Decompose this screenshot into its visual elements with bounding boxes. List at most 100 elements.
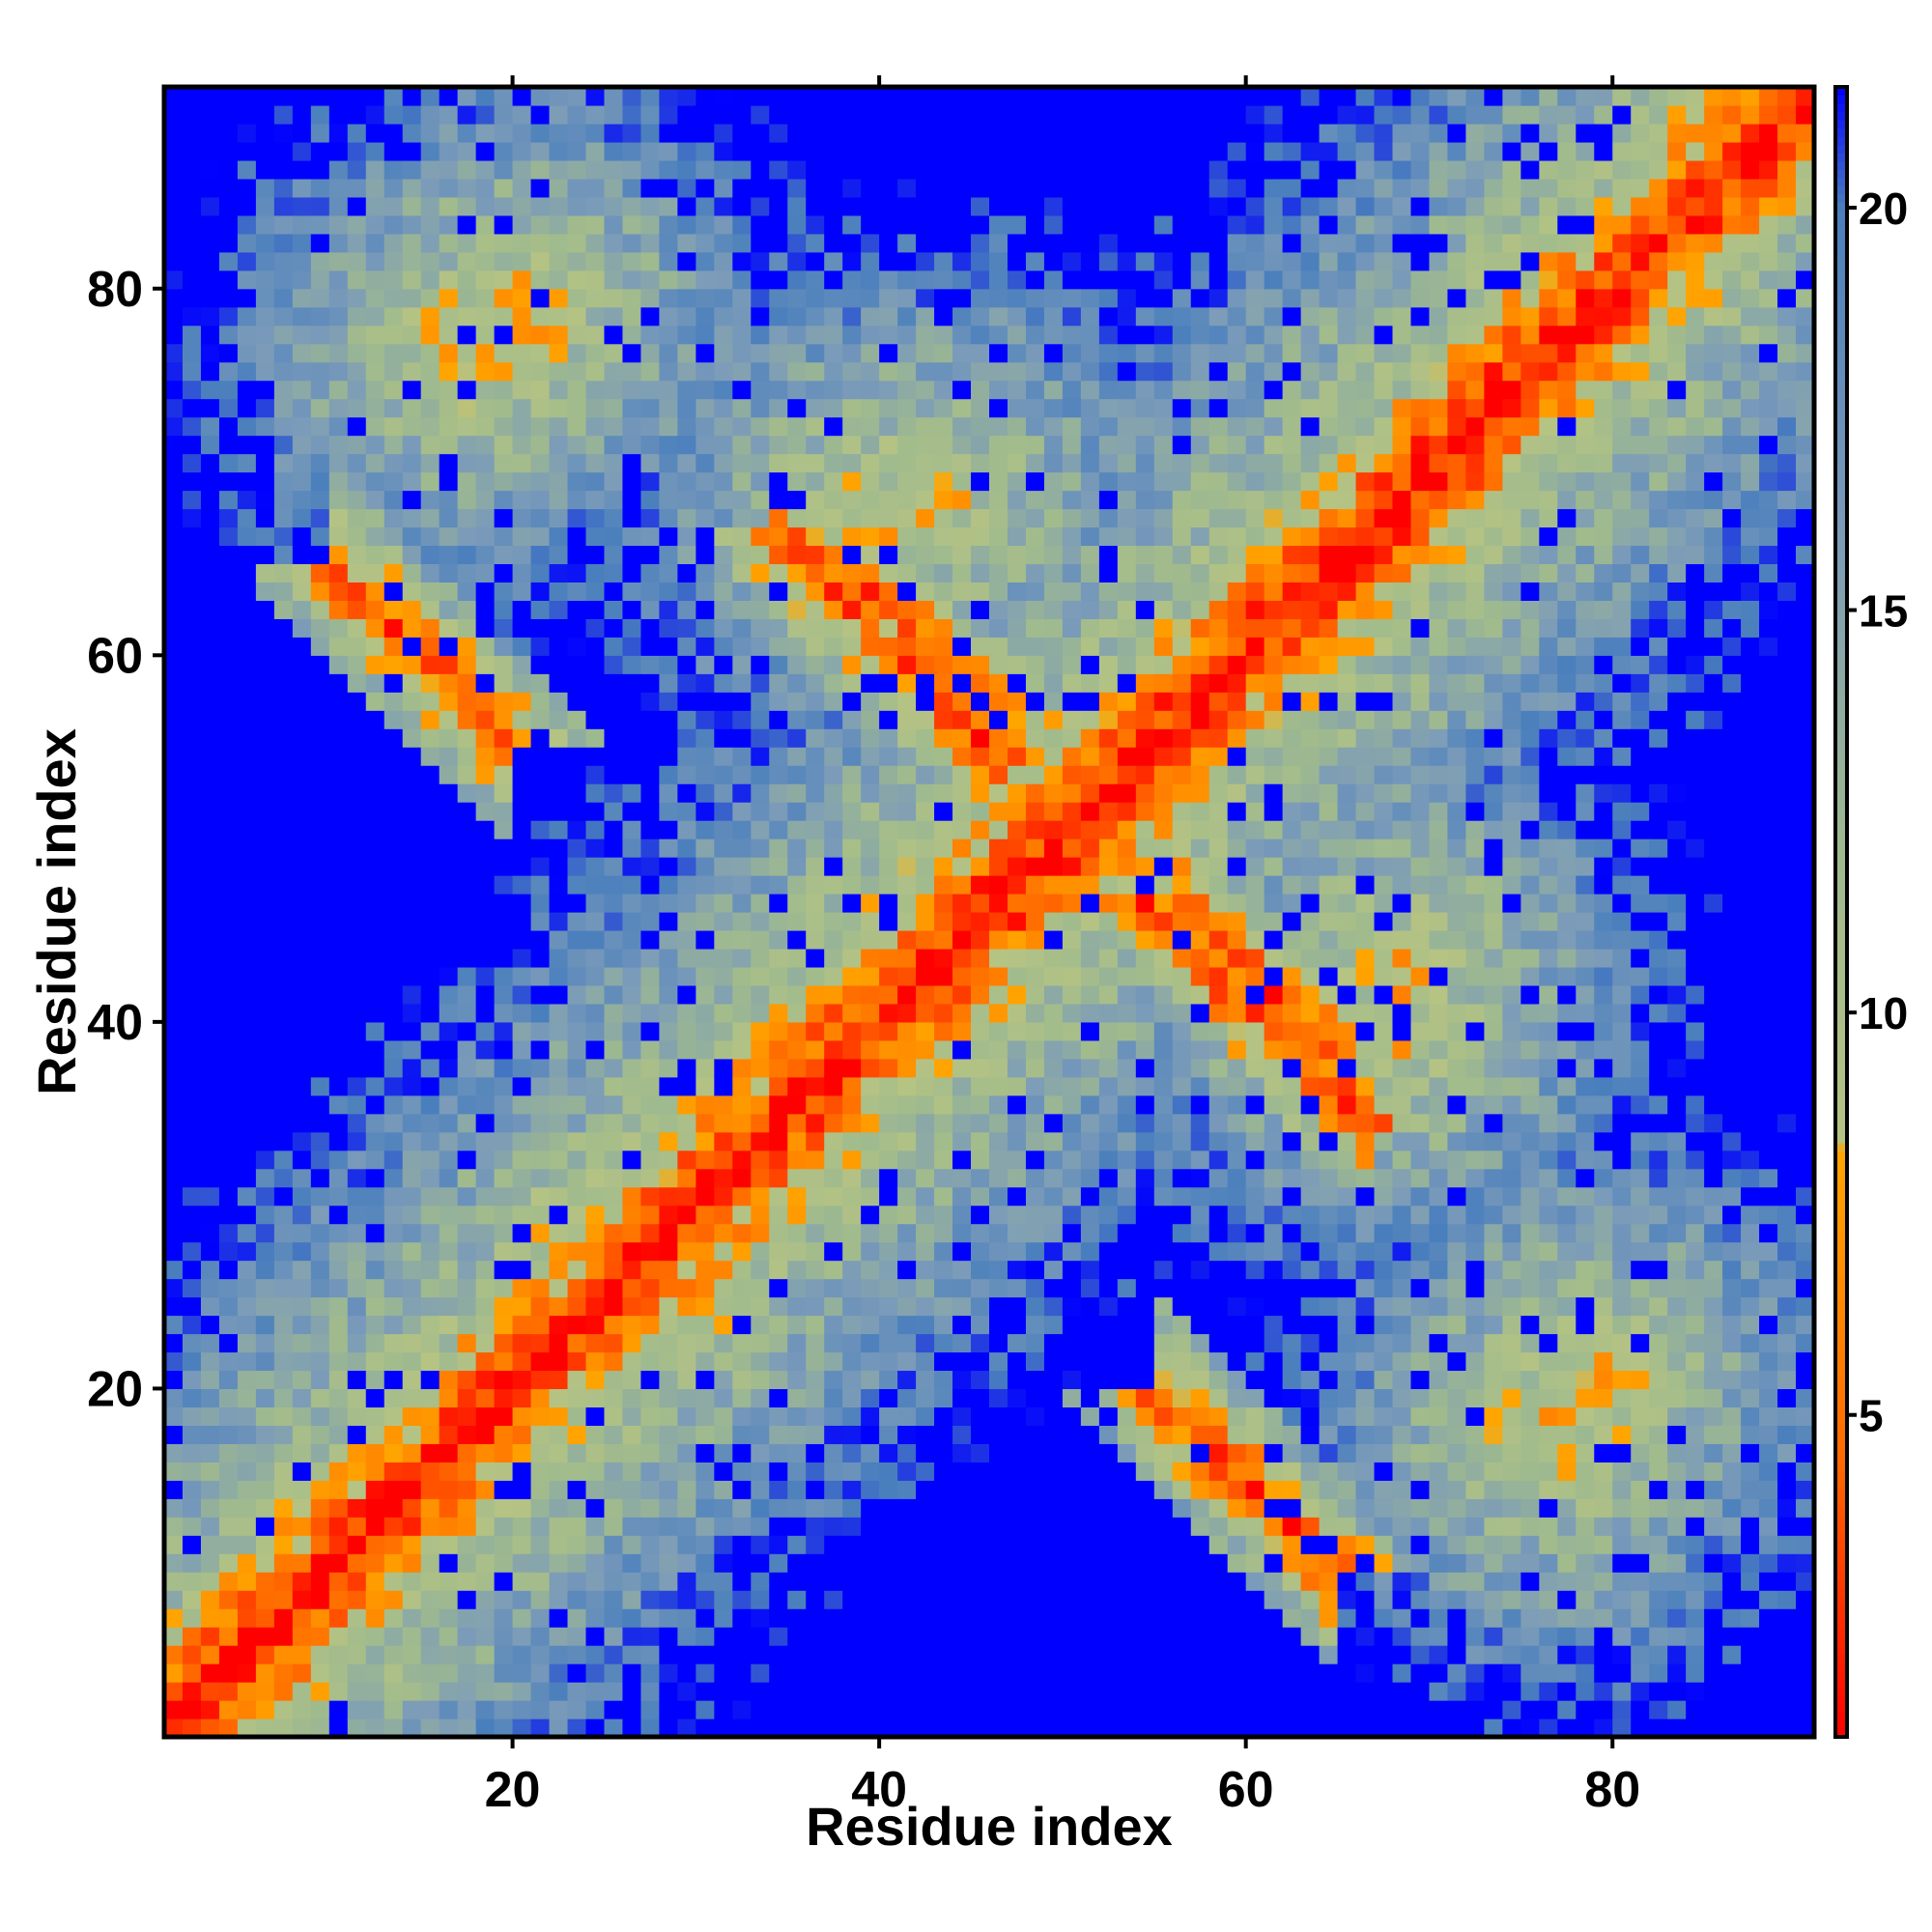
heatmap-cell: [1007, 196, 1027, 216]
heatmap-cell: [787, 1113, 807, 1133]
heatmap-cell: [384, 1296, 404, 1317]
heatmap-cell: [916, 600, 935, 619]
heatmap-cell: [255, 692, 275, 711]
heatmap-cell: [696, 948, 715, 968]
heatmap-cell: [934, 545, 953, 565]
heatmap-cell: [806, 948, 825, 968]
heatmap-cell: [567, 288, 587, 308]
heatmap-cell: [475, 1113, 496, 1133]
heatmap-cell: [971, 1296, 990, 1317]
heatmap-cell: [1098, 435, 1119, 455]
heatmap-cell: [879, 270, 898, 290]
heatmap-cell: [769, 1021, 788, 1041]
heatmap-cell: [1025, 1333, 1045, 1353]
heatmap-cell: [989, 1058, 1009, 1078]
heatmap-cell: [916, 1682, 935, 1701]
heatmap-cell: [402, 929, 422, 950]
heatmap-cell: [916, 1608, 935, 1628]
heatmap-cell: [365, 104, 385, 125]
heatmap-cell: [1172, 1700, 1192, 1719]
heatmap-cell: [1062, 178, 1082, 198]
heatmap-cell: [237, 929, 257, 950]
heatmap-cell: [1153, 912, 1174, 931]
heatmap-cell: [585, 214, 606, 235]
heatmap-cell: [696, 1351, 715, 1372]
heatmap-cell: [1117, 1351, 1137, 1372]
heatmap-cell: [530, 1260, 551, 1280]
heatmap-cell: [934, 1388, 953, 1407]
heatmap-cell: [1172, 1260, 1192, 1280]
heatmap-cell: [475, 1535, 496, 1554]
heatmap-cell: [732, 1682, 752, 1701]
heatmap-cell: [714, 857, 733, 876]
heatmap-cell: [659, 343, 678, 363]
heatmap-cell: [934, 692, 953, 711]
heatmap-cell: [1153, 1645, 1174, 1664]
heatmap-cell: [292, 1223, 312, 1243]
heatmap-cell: [347, 1443, 367, 1463]
heatmap-cell: [328, 526, 349, 547]
heatmap-cell: [879, 233, 898, 253]
heatmap-cell: [714, 1241, 733, 1262]
heatmap-cell: [200, 1168, 220, 1188]
heatmap-cell: [200, 618, 220, 638]
heatmap-cell: [292, 416, 312, 437]
heatmap-cell: [1153, 1113, 1174, 1133]
heatmap-cell: [328, 637, 349, 656]
heatmap-cell: [604, 1333, 624, 1353]
heatmap-cell: [1098, 1627, 1119, 1646]
heatmap-cell: [1025, 1480, 1045, 1499]
heatmap-cell: [494, 196, 514, 216]
heatmap-cell: [640, 783, 660, 803]
heatmap-cell: [255, 1645, 275, 1664]
heatmap-cell: [696, 600, 715, 619]
heatmap-cell: [549, 87, 569, 106]
heatmap-cell: [439, 325, 459, 345]
heatmap-cell: [549, 361, 569, 382]
heatmap-cell: [824, 453, 843, 473]
heatmap-cell: [787, 1094, 807, 1115]
heatmap-cell: [732, 1260, 752, 1280]
heatmap-cell: [842, 1682, 862, 1701]
heatmap-cell: [971, 1150, 990, 1170]
heatmap-cell: [824, 251, 843, 271]
heatmap-cell: [696, 1663, 715, 1683]
heatmap-cell: [622, 1094, 642, 1115]
heatmap-cell: [604, 1517, 624, 1536]
heatmap-cell: [604, 1425, 624, 1444]
heatmap-cell: [457, 1021, 477, 1041]
heatmap-cell: [200, 948, 220, 968]
heatmap-cell: [182, 361, 202, 382]
heatmap-cell: [989, 490, 1009, 510]
heatmap-cell: [218, 1388, 239, 1407]
heatmap-cell: [200, 508, 220, 528]
heatmap-cell: [1025, 1590, 1045, 1609]
heatmap-cell: [402, 1058, 422, 1078]
heatmap-cell: [714, 600, 733, 619]
heatmap-cell: [255, 1241, 275, 1262]
heatmap-cell: [365, 1094, 385, 1115]
heatmap-cell: [310, 637, 330, 656]
heatmap-cell: [732, 196, 752, 216]
heatmap-cell: [769, 673, 788, 693]
heatmap-cell: [439, 655, 459, 674]
heatmap-cell: [1025, 1719, 1045, 1737]
heatmap-cell: [842, 1535, 862, 1554]
heatmap-cell: [769, 600, 788, 619]
heatmap-cell: [971, 728, 990, 748]
heatmap-cell: [402, 765, 422, 784]
heatmap-cell: [824, 894, 843, 913]
heatmap-cell: [218, 471, 239, 492]
heatmap-cell: [1062, 894, 1082, 913]
heatmap-cell: [677, 747, 696, 766]
heatmap-cell: [200, 1719, 220, 1737]
heatmap-cell: [769, 1039, 788, 1060]
heatmap-cell: [824, 526, 843, 547]
heatmap-cell: [439, 1719, 459, 1737]
heatmap-cell: [659, 1719, 678, 1737]
heatmap-cell: [1080, 1480, 1100, 1499]
heatmap-cell: [696, 1719, 715, 1737]
heatmap-cell: [347, 178, 367, 198]
heatmap-cell: [1153, 1296, 1174, 1317]
heatmap-cell: [842, 325, 862, 345]
